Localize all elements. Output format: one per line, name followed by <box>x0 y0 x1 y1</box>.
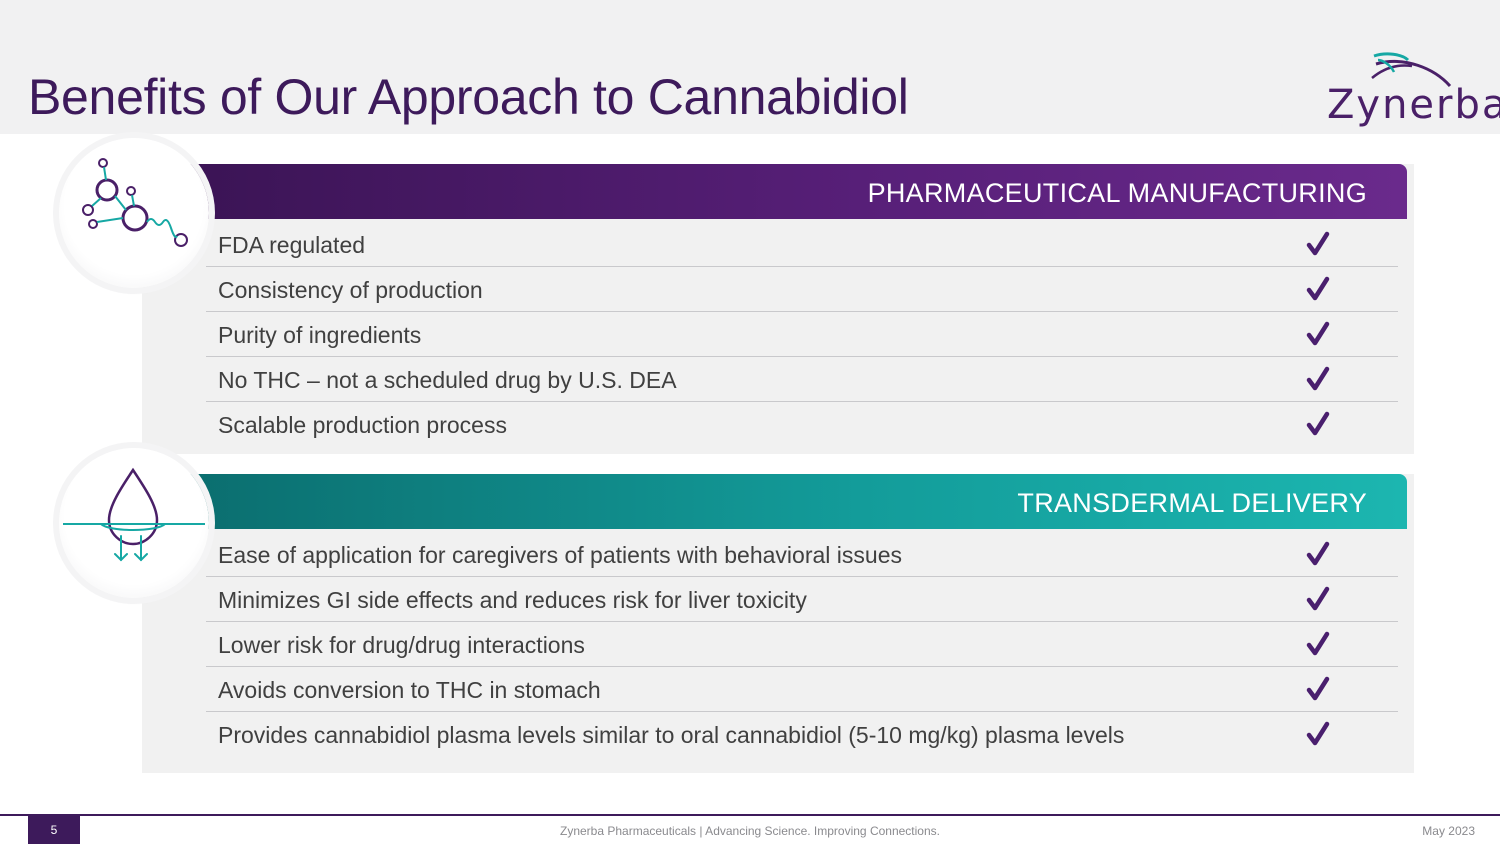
list-item: Minimizes GI side effects and reduces ri… <box>206 577 1398 622</box>
manufacturing-icon-badge <box>59 138 209 288</box>
checkmark-icon <box>1306 411 1330 436</box>
page-title: Benefits of Our Approach to Cannabidiol <box>28 69 909 125</box>
header-band <box>0 0 1500 134</box>
molecule-icon <box>82 158 188 247</box>
footer-divider <box>0 814 1500 816</box>
checkmark-icon <box>1306 366 1330 391</box>
footer-tagline: Zynerba Pharmaceuticals | Advancing Scie… <box>560 824 940 838</box>
delivery-list: Ease of application for caregivers of pa… <box>206 532 1398 757</box>
list-item: Consistency of production <box>206 267 1398 312</box>
list-item-label: Scalable production process <box>218 412 507 438</box>
list-item-label: Lower risk for drug/drug interactions <box>218 632 585 658</box>
delivery-heading: TRANSDERMAL DELIVERY <box>1017 488 1367 518</box>
badge-circle <box>59 138 209 288</box>
page-number-badge: 5 <box>28 816 80 844</box>
delivery-header-bar: TRANSDERMAL DELIVERY <box>190 474 1407 529</box>
manufacturing-heading: PHARMACEUTICAL MANUFACTURING <box>867 178 1367 208</box>
list-item: Scalable production process <box>206 402 1398 447</box>
footer-date: May 2023 <box>1422 824 1475 838</box>
list-item-label: FDA regulated <box>218 232 366 258</box>
checkmark-icon <box>1306 231 1330 256</box>
list-item: Ease of application for caregivers of pa… <box>206 532 1398 577</box>
delivery-icon-badge <box>59 448 209 598</box>
skin-droplet-icon <box>63 467 205 562</box>
checkmark-icon <box>1306 541 1330 566</box>
list-item: Purity of ingredients <box>206 312 1398 357</box>
list-item: Avoids conversion to THC in stomach <box>206 667 1398 712</box>
page-number: 5 <box>50 823 58 837</box>
list-item-label: Ease of application for caregivers of pa… <box>218 542 902 568</box>
list-item-label: Consistency of production <box>218 277 483 303</box>
list-item-label: Purity of ingredients <box>218 322 422 348</box>
checkmark-icon <box>1306 321 1330 346</box>
list-item: Provides cannabidiol plasma levels simil… <box>206 712 1398 757</box>
checkmark-icon <box>1306 721 1330 746</box>
logo-wordmark: Zynerba <box>1327 82 1500 128</box>
manufacturing-list: FDA regulated Consistency of production … <box>206 222 1398 447</box>
checkmark-icon <box>1306 276 1330 301</box>
checkmark-icon <box>1306 676 1330 701</box>
list-item: No THC – not a scheduled drug by U.S. DE… <box>206 357 1398 402</box>
zynerba-logo: Zynerba <box>1324 50 1500 130</box>
list-item: Lower risk for drug/drug interactions <box>206 622 1398 667</box>
badge-circle <box>59 448 209 598</box>
checkmark-icon <box>1306 631 1330 656</box>
logo-swoosh-icon <box>1371 52 1452 88</box>
list-item-label: No THC – not a scheduled drug by U.S. DE… <box>218 367 677 393</box>
list-item-label: Minimizes GI side effects and reduces ri… <box>218 587 807 613</box>
list-item-label: Provides cannabidiol plasma levels simil… <box>218 722 1125 748</box>
list-item: FDA regulated <box>206 222 1398 267</box>
manufacturing-header-bar: PHARMACEUTICAL MANUFACTURING <box>190 164 1407 219</box>
checkmark-icon <box>1306 586 1330 611</box>
list-item-label: Avoids conversion to THC in stomach <box>218 677 601 703</box>
